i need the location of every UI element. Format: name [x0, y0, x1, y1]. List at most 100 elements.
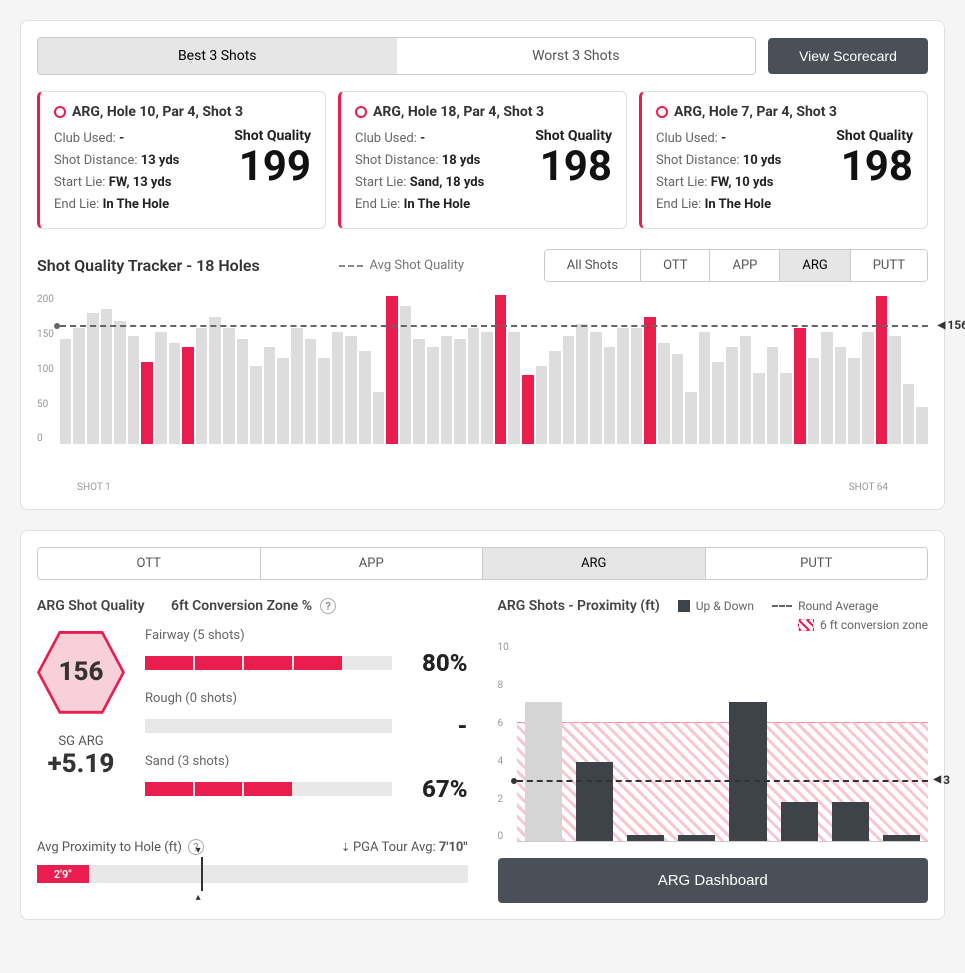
sq-value: 198 [535, 144, 612, 190]
tracker-bars [60, 294, 928, 444]
tracker-bar [576, 324, 588, 444]
ring-icon [656, 106, 668, 118]
tracker-bar [128, 336, 140, 445]
tracker-bar [740, 336, 752, 445]
conv-title: 6ft Conversion Zone % ? [171, 598, 336, 614]
sq-value: 199 [234, 144, 311, 190]
bottom-panel: OTTAPPARGPUTT ARG Shot Quality 6ft Conve… [20, 530, 945, 920]
shot-cards: ARG, Hole 10, Par 4, Shot 3 Club Used: -… [37, 91, 928, 229]
tracker-bar [617, 328, 629, 444]
tracker-bar [101, 309, 113, 444]
tracker-bar [182, 347, 194, 445]
proximity-header: Avg Proximity to Hole (ft) ? ⇣ PGA Tour … [37, 839, 468, 855]
lower-left: ARG Shot Quality 6ft Conversion Zone % ?… [37, 598, 468, 903]
tracker-bar [699, 332, 711, 445]
tracker-bar [155, 332, 167, 445]
tracker-header: Shot Quality Tracker - 18 Holes Avg Shot… [37, 249, 928, 282]
tracker-bar [780, 373, 792, 444]
proximity-chart: 1086420 3 [498, 642, 929, 842]
proximity-bar [576, 762, 613, 842]
tracker-bar [141, 362, 153, 445]
filter-tab-app[interactable]: APP [709, 250, 779, 281]
seg-best-shots[interactable]: Best 3 Shots [38, 38, 397, 74]
tracker-bar [345, 336, 357, 445]
filter-tab-putt[interactable]: PUTT [850, 250, 927, 281]
tracker-bar [631, 328, 643, 444]
card-title: ARG, Hole 18, Par 4, Shot 3 [373, 104, 544, 120]
legend-avg-shot-quality: Avg Shot Quality [339, 258, 464, 273]
view-scorecard-button[interactable]: View Scorecard [768, 38, 928, 74]
conv-pct: 80% [408, 649, 468, 677]
tracker-bar [318, 358, 330, 444]
prox-legend: ARG Shots - Proximity (ft) Up & Down Rou… [498, 598, 929, 614]
tracker-y-axis: 200150100500 [37, 294, 60, 444]
tracker-chart: 200150100500 156 [37, 294, 928, 474]
tracker-avg-value: 156 [938, 318, 965, 332]
tracker-bar [277, 358, 289, 444]
tracker-bar [305, 339, 317, 444]
pga-value: 7'10" [439, 840, 468, 855]
sq-value: 198 [836, 144, 913, 190]
card-meta: Club Used: - Shot Distance: 10 yds Start… [656, 128, 781, 216]
proximity-bar [678, 835, 715, 841]
tracker-bar [223, 328, 235, 444]
seg-worst-shots[interactable]: Worst 3 Shots [397, 38, 756, 74]
category-tab-putt[interactable]: PUTT [705, 548, 928, 579]
category-tab-ott[interactable]: OTT [38, 548, 260, 579]
tracker-bar [808, 358, 820, 444]
arg-dashboard-button[interactable]: ARG Dashboard [498, 858, 929, 903]
proximity-bar [832, 802, 869, 842]
prox-avg-value: 3 [933, 773, 950, 787]
tracker-bar [821, 332, 833, 445]
x-first: SHOT 1 [77, 482, 111, 493]
tracker-bar [916, 407, 928, 445]
help-icon[interactable]: ? [320, 598, 336, 614]
tracker-bar [291, 328, 303, 444]
tracker-bar [250, 366, 262, 445]
tracker-bar [590, 332, 602, 445]
category-tab-arg[interactable]: ARG [482, 548, 705, 579]
tracker-bar [413, 339, 425, 444]
tracker-bar [87, 313, 99, 444]
conv-bar [145, 719, 392, 733]
conversion-column: Fairway (5 shots) 80% Rough (0 shots) - … [145, 628, 468, 817]
filter-tab-all-shots[interactable]: All Shots [545, 250, 640, 281]
tracker-bar [672, 354, 684, 444]
tracker-x-labels: SHOT 1 SHOT 64 [37, 482, 928, 493]
proximity-bar [627, 835, 664, 841]
tracker-bar [386, 296, 398, 445]
lower-right: ARG Shots - Proximity (ft) Up & Down Rou… [498, 598, 929, 903]
tracker-bar [427, 347, 439, 445]
top-controls: Best 3 Shots Worst 3 Shots View Scorecar… [37, 37, 928, 75]
tracker-bar [889, 336, 901, 445]
sg-label: SG ARG [37, 734, 125, 749]
proximity-bar [729, 702, 766, 841]
tracker-filters: All ShotsOTTAPPARGPUTT [544, 249, 928, 282]
tracker-bar [903, 384, 915, 444]
proximity-fill: 2'9" [37, 865, 89, 883]
hex-box: 156 SG ARG +5.19 [37, 628, 125, 817]
prox-legend-2: 6 ft conversion zone [498, 618, 929, 632]
card-meta: Club Used: - Shot Distance: 18 yds Start… [355, 128, 484, 216]
prox-avg-line: 3 [517, 780, 928, 782]
conversion-item: Rough (0 shots) - [145, 691, 468, 740]
proximity-bar: 2'9" [37, 865, 468, 883]
legend-zone: 6 ft conversion zone [798, 618, 928, 632]
x-last: SHOT 64 [849, 482, 888, 493]
card-meta: Club Used: - Shot Distance: 13 yds Start… [54, 128, 179, 216]
tracker-bar [454, 339, 466, 444]
filter-tab-arg[interactable]: ARG [779, 250, 849, 281]
tracker-bar [536, 366, 548, 445]
sg-value: +5.19 [37, 749, 125, 779]
conversion-item: Sand (3 shots) 67% [145, 754, 468, 803]
conv-pct: - [408, 712, 468, 740]
tracker-bar [264, 347, 276, 445]
shot-card: ARG, Hole 10, Par 4, Shot 3 Club Used: -… [37, 91, 326, 229]
filter-tab-ott[interactable]: OTT [640, 250, 709, 281]
tracker-bar [441, 336, 453, 445]
proximity-bar [525, 702, 562, 841]
tracker-bar [209, 317, 221, 445]
prox-bars [517, 642, 928, 841]
conv-label: Rough (0 shots) [145, 691, 468, 706]
category-tab-app[interactable]: APP [260, 548, 483, 579]
